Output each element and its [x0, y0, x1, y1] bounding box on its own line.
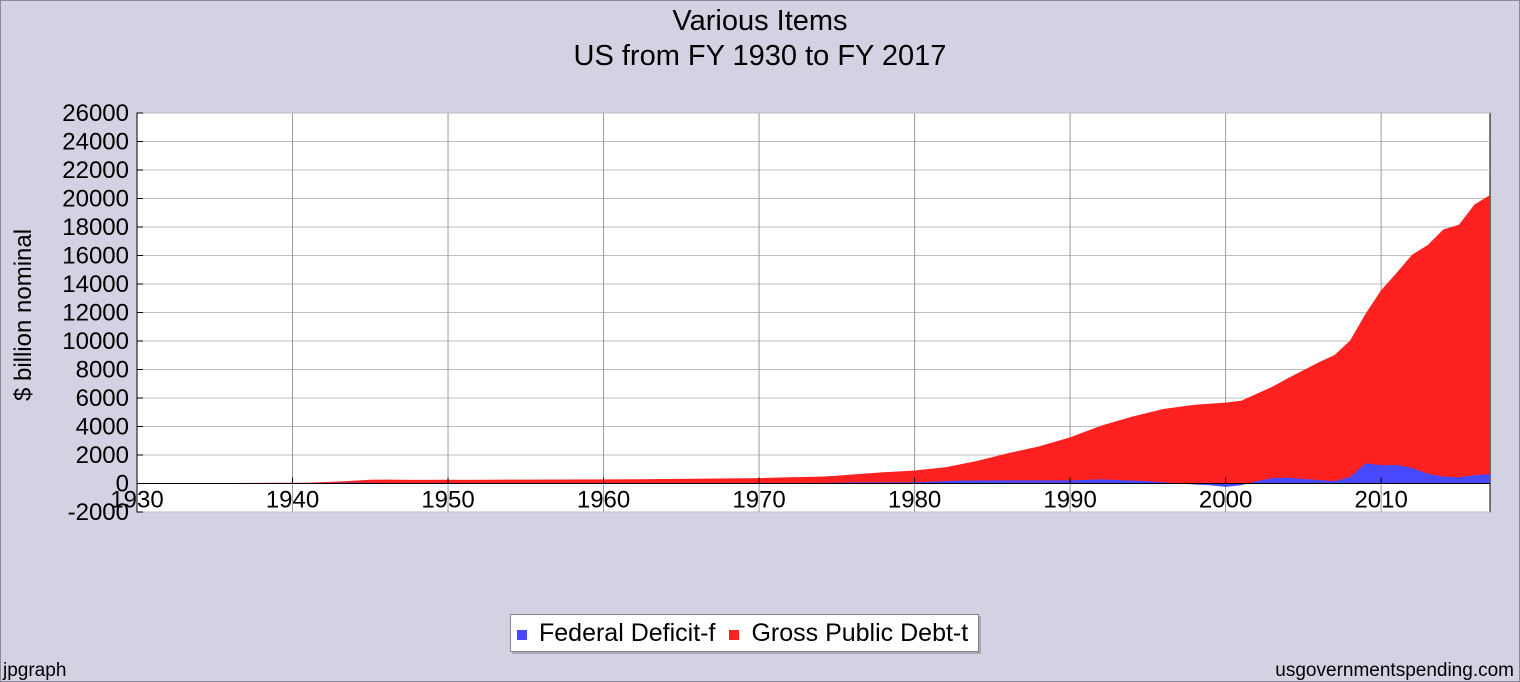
y-tick-label: 22000 [62, 157, 129, 184]
legend-entry-federal-deficit: Federal Deficit-f [517, 619, 715, 648]
x-tick-label: 1970 [732, 487, 785, 514]
legend: Federal Deficit-f Gross Public Debt-t [510, 614, 980, 652]
legend-label-gross-public-debt: Gross Public Debt-t [751, 618, 969, 647]
x-tick-label: 2010 [1354, 487, 1407, 514]
series-areas [137, 195, 1490, 487]
legend-entry-gross-public-debt: Gross Public Debt-t [729, 619, 968, 648]
x-tick-label: 1940 [266, 487, 319, 514]
y-tick-label: 12000 [62, 300, 129, 327]
footer-credit-jpgraph: jpgraph [3, 660, 67, 681]
y-tick-label: 4000 [76, 414, 129, 441]
legend-swatch-red [729, 630, 740, 640]
x-tick-label: 1930 [110, 487, 163, 514]
legend-label-federal-deficit: Federal Deficit-f [539, 618, 716, 647]
y-tick-label: 6000 [76, 385, 129, 412]
y-tick-label: -2000 [68, 499, 129, 526]
x-tick-label: 1980 [888, 487, 941, 514]
series-area-gross-public-debt-t [137, 195, 1490, 484]
y-tick-label: 20000 [62, 186, 129, 213]
x-tick-label: 1950 [421, 487, 474, 514]
y-tick-label: 2000 [76, 442, 129, 469]
y-tick-label: 14000 [62, 271, 129, 298]
chart-title: Various Items [672, 5, 848, 37]
y-tick-label: 26000 [62, 100, 129, 127]
footer-credit-site: usgovernmentspending.com [1275, 660, 1514, 681]
y-tick-label: 10000 [62, 328, 129, 355]
chart-subtitle: US from FY 1930 to FY 2017 [573, 40, 947, 72]
y-tick-label: 0 [116, 471, 129, 498]
y-tick-label: 18000 [62, 214, 129, 241]
x-tick-label: 1990 [1043, 487, 1096, 514]
y-axis-title: $ billion nominal [10, 229, 37, 401]
y-tick-label: 8000 [76, 357, 129, 384]
x-tick-label: 2000 [1199, 487, 1252, 514]
y-tick-label: 24000 [62, 129, 129, 156]
axes: -200002000400060008000100001200014000160… [62, 100, 1490, 526]
y-tick-label: 16000 [62, 243, 129, 270]
x-tick-label: 1960 [577, 487, 630, 514]
legend-swatch-blue [517, 630, 527, 640]
